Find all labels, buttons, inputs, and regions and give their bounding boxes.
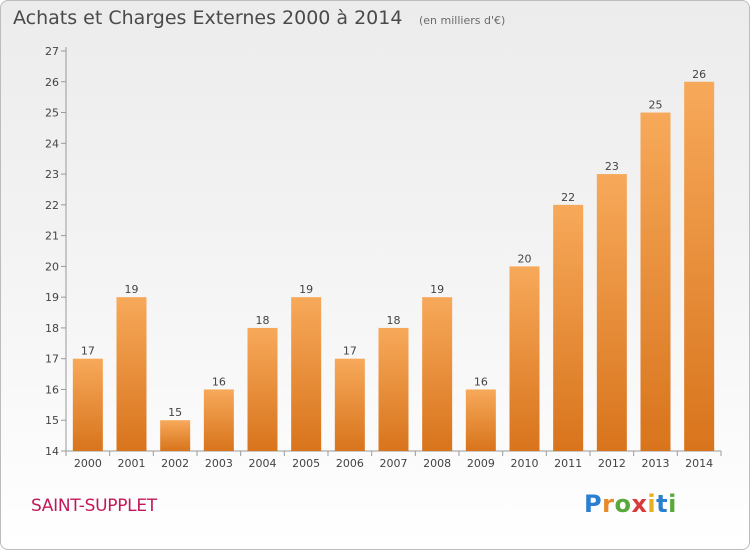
- chart-title: Achats et Charges Externes 2000 à 2014: [13, 7, 403, 29]
- commune-name: SAINT-SUPPLET: [31, 496, 157, 516]
- x-tick-label: 2008: [423, 457, 451, 470]
- x-tick-label: 2014: [685, 457, 713, 470]
- y-tick-label: 19: [45, 291, 59, 304]
- y-tick-label: 15: [45, 414, 59, 427]
- bar-value-label: 25: [649, 99, 663, 112]
- bar-2002: [160, 420, 191, 451]
- bar-value-label: 17: [81, 345, 95, 358]
- y-tick-label: 20: [45, 260, 59, 273]
- bar-2008: [422, 297, 453, 451]
- y-tick-label: 22: [45, 199, 59, 212]
- y-tick-label: 17: [45, 353, 59, 366]
- bar-2011: [553, 204, 584, 451]
- x-tick-label: 2012: [598, 457, 626, 470]
- x-tick-label: 2006: [336, 457, 364, 470]
- bar-value-label: 16: [474, 375, 488, 388]
- bar-2009: [465, 389, 496, 451]
- bar-2007: [378, 327, 409, 451]
- y-tick-label: 14: [45, 445, 59, 458]
- bar-value-label: 16: [212, 375, 226, 388]
- bar-value-label: 23: [605, 160, 619, 173]
- bar-2006: [334, 358, 365, 451]
- x-tick-label: 2010: [511, 457, 539, 470]
- bar-value-label: 26: [692, 68, 706, 81]
- x-tick-label: 2002: [161, 457, 189, 470]
- y-tick-label: 23: [45, 168, 59, 181]
- y-tick-label: 21: [45, 230, 59, 243]
- bar-value-label: 19: [125, 283, 139, 296]
- y-tick-label: 18: [45, 322, 59, 335]
- x-tick-label: 2004: [249, 457, 277, 470]
- bar-value-label: 19: [430, 283, 444, 296]
- x-tick-label: 2000: [74, 457, 102, 470]
- x-tick-label: 2009: [467, 457, 495, 470]
- bar-2010: [509, 266, 540, 451]
- bar-value-label: 17: [343, 345, 357, 358]
- x-tick-label: 2013: [642, 457, 670, 470]
- chart-unit: (en milliers d'€): [419, 14, 506, 27]
- x-tick-label: 2005: [292, 457, 320, 470]
- bar-2001: [116, 297, 147, 451]
- x-tick-label: 2001: [118, 457, 146, 470]
- x-tick-label: 2011: [554, 457, 582, 470]
- x-tick-label: 2007: [380, 457, 408, 470]
- bar-value-label: 20: [518, 252, 532, 265]
- bar-value-label: 18: [387, 314, 401, 327]
- bar-2000: [72, 358, 103, 451]
- bar-2003: [203, 389, 234, 451]
- bar-value-label: 18: [256, 314, 270, 327]
- y-tick-label: 16: [45, 383, 59, 396]
- y-tick-label: 27: [45, 45, 59, 58]
- bar-value-label: 15: [168, 406, 182, 419]
- bar-2013: [640, 112, 671, 452]
- x-tick-label: 2003: [205, 457, 233, 470]
- bar-2014: [684, 81, 715, 452]
- bar-2012: [596, 174, 627, 452]
- bar-value-label: 19: [299, 283, 313, 296]
- proxiti-logo: Proxiti: [584, 490, 677, 518]
- bar-2004: [247, 327, 278, 451]
- y-tick-label: 25: [45, 107, 59, 120]
- bar-value-label: 22: [561, 191, 575, 204]
- bar-2005: [291, 297, 322, 451]
- y-tick-label: 26: [45, 76, 59, 89]
- y-tick-label: 24: [45, 137, 59, 150]
